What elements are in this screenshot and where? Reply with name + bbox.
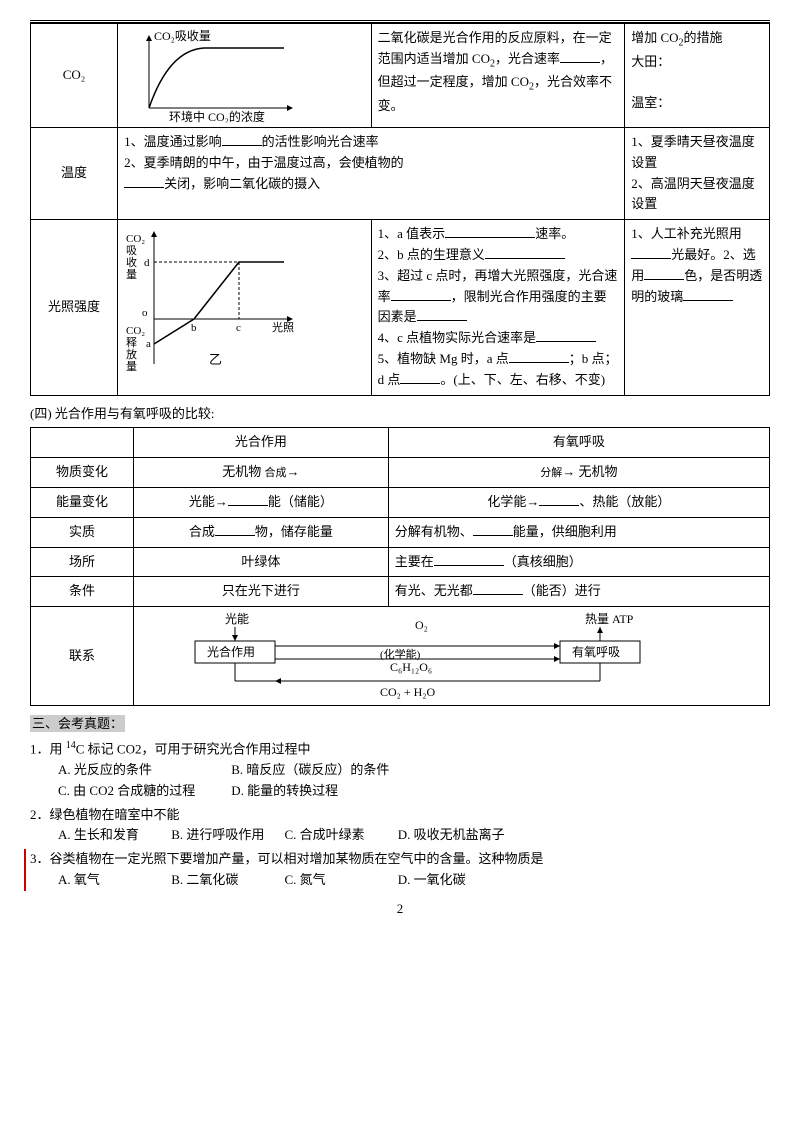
- svg-text:O₂: O₂: [415, 618, 428, 632]
- svg-text:d: d: [144, 257, 150, 269]
- q2-opt-d: D. 吸收无机盐离子: [398, 825, 508, 846]
- cmp-a: 只在光下进行: [134, 577, 389, 607]
- svg-text:CO₂: CO₂: [126, 325, 145, 337]
- q1-opt-b: B. 暗反应（碳反应）的条件: [231, 760, 401, 781]
- cmp-label: 能量变化: [31, 487, 134, 517]
- svg-text:热量 ATP: 热量 ATP: [585, 612, 634, 626]
- svg-text:光能: 光能: [225, 612, 249, 626]
- light-measures: 1、人工补充光照用光最好。2、选用色，是否明透明的玻璃: [625, 220, 770, 395]
- cmp-label: 场所: [31, 547, 134, 577]
- q2-opt-b: B. 进行呼吸作用: [171, 825, 281, 846]
- svg-text:吸: 吸: [126, 245, 137, 257]
- row-temp-label: 温度: [31, 128, 118, 220]
- svg-text:释: 释: [126, 336, 137, 349]
- cmp-head-b: 有氧呼吸: [388, 428, 769, 458]
- q1-stem: 1．用 14C 标记 CO2，可用于研究光合作用过程中: [30, 738, 770, 760]
- row-co2-label: CO₂: [31, 24, 118, 128]
- svg-text:光合作用: 光合作用: [207, 644, 255, 659]
- svg-text:CO₂吸收量: CO₂吸收量: [154, 29, 211, 43]
- light-intensity-graph: CO₂吸收量 CO₂释放量 d o a b c 光照 乙: [124, 224, 299, 374]
- section3-head: 三、会考真题：: [30, 714, 770, 735]
- cmp-a: 叶绿体: [134, 547, 389, 577]
- cmp-label: 联系: [31, 607, 134, 706]
- svg-text:量: 量: [126, 268, 137, 281]
- svg-text:放: 放: [126, 347, 137, 361]
- co2-desc: 二氧化碳是光合作用的反应原料，在一定范围内适当增加 CO2，光合速率，但超过一定…: [371, 24, 625, 128]
- q3-stem: 3．谷类植物在一定光照下要增加产量，可以相对增加某物质在空气中的含量。这种物质是: [30, 849, 770, 870]
- q1-opt-a: A. 光反应的条件: [58, 760, 228, 781]
- cmp-b: 化学能→、热能（放能）: [388, 487, 769, 517]
- q2-opt-c: C. 合成叶绿素: [285, 825, 395, 846]
- q1-opt-c: C. 由 CO2 合成糖的过程: [58, 781, 228, 802]
- relation-diagram-cell: 光能 光合作用 O₂ (化学能) C₆H₁₂O₆ 有氧呼吸 热量 ATP CO₂…: [134, 607, 770, 706]
- q1-opt-d: D. 能量的转换过程: [231, 781, 401, 802]
- svg-text:光照: 光照: [272, 320, 294, 334]
- svg-text:有氧呼吸: 有氧呼吸: [572, 645, 620, 659]
- cmp-label: 实质: [31, 517, 134, 547]
- svg-text:乙: 乙: [209, 352, 222, 367]
- temp-measures: 1、夏季晴天昼夜温度设置2、高温阴天昼夜温度设置: [625, 128, 770, 220]
- svg-text:a: a: [146, 338, 151, 350]
- cmp-label: 条件: [31, 577, 134, 607]
- co2-measures: 增加 CO2的措施大田：温室：: [625, 24, 770, 128]
- question-3: 3．谷类植物在一定光照下要增加产量，可以相对增加某物质在空气中的含量。这种物质是…: [24, 849, 770, 891]
- question-2: 2．绿色植物在暗室中不能 A. 生长和发育 B. 进行呼吸作用 C. 合成叶绿素…: [30, 805, 770, 847]
- q2-stem: 2．绿色植物在暗室中不能: [30, 805, 770, 826]
- cmp-a: 合成物，储存能量: [134, 517, 389, 547]
- section4-title: (四) 光合作用与有氧呼吸的比较:: [30, 404, 770, 425]
- cmp-a: 光能→能（储能）: [134, 487, 389, 517]
- cmp-a: 无机物 合成→: [134, 458, 389, 488]
- table-comparison: 光合作用 有氧呼吸 物质变化 无机物 合成→ 分解→ 无机物 能量变化 光能→能…: [30, 427, 770, 706]
- cmp-b: 主要在（真核细胞）: [388, 547, 769, 577]
- light-desc: 1、a 值表示速率。2、b 点的生理意义3、超过 c 点时，再增大光照强度，光合…: [371, 220, 625, 395]
- light-graph-cell: CO₂吸收量 CO₂释放量 d o a b c 光照 乙: [118, 220, 372, 395]
- row-light-label: 光照强度: [31, 220, 118, 395]
- q3-opt-c: C. 氮气: [285, 870, 395, 891]
- cmp-label: 物质变化: [31, 458, 134, 488]
- q3-opt-a: A. 氧气: [58, 870, 168, 891]
- cmp-b: 分解有机物、能量，供细胞利用: [388, 517, 769, 547]
- cmp-head-a: 光合作用: [134, 428, 389, 458]
- question-1: 1．用 14C 标记 CO2，可用于研究光合作用过程中 A. 光反应的条件 B.…: [30, 738, 770, 802]
- svg-text:C₆H₁₂O₆: C₆H₁₂O₆: [390, 660, 432, 674]
- co2-curve-graph: CO₂吸收量 环境中 CO₂的浓度: [124, 28, 299, 123]
- cmp-head-blank: [31, 428, 134, 458]
- q3-opt-d: D. 一氧化碳: [398, 870, 508, 891]
- cmp-b: 分解→ 无机物: [388, 458, 769, 488]
- relation-diagram: 光能 光合作用 O₂ (化学能) C₆H₁₂O₆ 有氧呼吸 热量 ATP CO₂…: [140, 611, 690, 701]
- svg-text:量: 量: [126, 360, 137, 373]
- svg-text:o: o: [142, 307, 148, 319]
- cmp-b: 有光、无光都（能否）进行: [388, 577, 769, 607]
- svg-text:b: b: [191, 322, 197, 334]
- svg-text:CO₂: CO₂: [126, 233, 145, 245]
- svg-text:c: c: [236, 322, 241, 334]
- table-factors: CO₂ CO₂吸收量 环境中 CO₂的浓度 二氧化碳是光合作用的反应原料，在一定…: [30, 23, 770, 396]
- q3-opt-b: B. 二氧化碳: [171, 870, 281, 891]
- svg-text:环境中 CO₂的浓度: 环境中 CO₂的浓度: [169, 109, 265, 123]
- temp-desc: 1、温度通过影响的活性影响光合速率2、夏季晴朗的中午，由于温度过高，会使植物的关…: [118, 128, 625, 220]
- q2-opt-a: A. 生长和发育: [58, 825, 168, 846]
- svg-text:收: 收: [126, 255, 137, 269]
- svg-text:CO₂ + H₂O: CO₂ + H₂O: [380, 685, 435, 699]
- co2-graph-cell: CO₂吸收量 环境中 CO₂的浓度: [118, 24, 372, 128]
- page-number: 2: [30, 899, 770, 920]
